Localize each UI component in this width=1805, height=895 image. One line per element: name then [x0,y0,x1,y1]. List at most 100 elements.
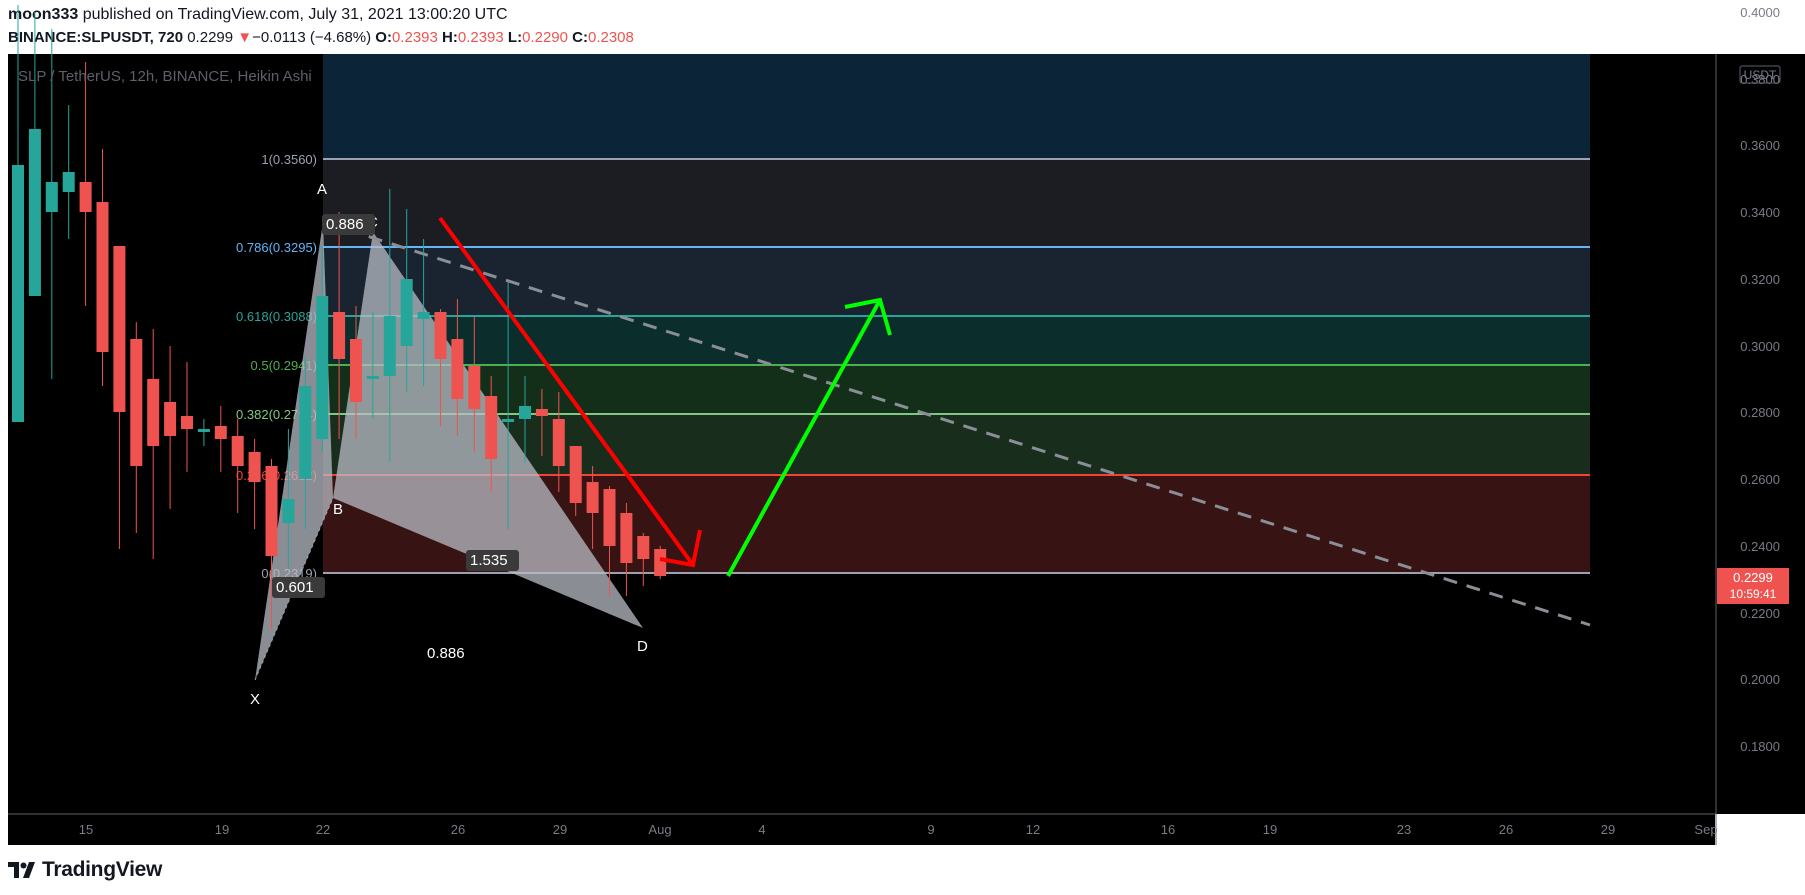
time-axis[interactable]: 15 19 22 26 29 Aug 4 9 12 16 19 23 26 29 Sep [8,813,1718,845]
candle-body [282,499,295,523]
candle-body [535,409,548,416]
candle-body [417,312,430,319]
time-tick-label: 16 [1161,822,1175,837]
trend-dashed-line [322,220,1591,627]
ratio-ab-label: 0.601 [276,579,314,596]
tradingview-logo-icon [8,862,35,878]
fib-zone [323,247,1590,316]
current-price-label-bg [1717,568,1789,604]
candle-body [485,396,498,459]
fib-zone-top [323,54,1590,159]
open-label: O: [375,29,392,46]
ratio-ab-label-bg [272,577,325,598]
candle-body [79,182,92,212]
low-value: 0.2290 [522,29,568,46]
point-a-label: A [317,181,327,198]
time-tick-label: 19 [215,822,229,837]
close-value: 0.2308 [587,29,634,46]
time-tick-label: 26 [1499,822,1513,837]
candle-body [569,446,582,503]
candle-body [45,182,58,212]
time-tick-label: Sep [1694,822,1717,837]
fib-level-label: 0.5(0.2941) [251,358,318,373]
candle-body [12,165,24,422]
point-x-label: X [250,691,260,708]
high-label: H: [442,29,458,46]
candle-body [451,339,464,399]
candle-body [434,312,447,359]
price-tick-label: 0.2200 [1740,606,1780,621]
candle-body [637,536,650,559]
price-tick-label: 0.4000 [1740,5,1780,20]
currency-badge-border [1739,65,1781,84]
price-tick-label: 0.3400 [1740,205,1780,220]
candle-body [96,202,109,352]
chart-title: SLP / TetherUS, 12h, BINANCE, Heikin Ash… [18,68,312,85]
price-axis[interactable]: 0.40000.38000.36000.34000.32000.30000.28… [1715,5,1805,845]
candle-body [130,339,143,466]
time-tick-label: Aug [648,822,671,837]
candle-body [333,312,346,359]
green-arrow-line [726,299,882,577]
price-tick-label: 0.3600 [1740,138,1780,153]
candle-body [552,419,565,466]
ratio-cd-label-bg [466,550,519,571]
candle-body [265,466,278,556]
time-tick-label: 26 [451,822,465,837]
candle-body [248,452,261,482]
price-chart[interactable]: 1(0.3560) 0.786(0.3295) 0.618(0.3088) 0.5(0… [0,0,1805,850]
fib-zone [323,414,1590,475]
candle-body [181,416,193,429]
currency-badge: USDT [1744,68,1777,82]
time-tick-label: 9 [927,822,934,837]
open-value: 0.2393 [391,29,438,46]
candle-body [62,172,75,192]
candle-body [231,436,244,466]
candle-body [164,402,177,436]
fib-level-label: 0.786(0.3295) [236,240,317,255]
candle-body [28,129,41,296]
time-tick-label: 12 [1026,822,1040,837]
green-arrowhead [844,297,892,336]
time-tick-label: 15 [79,822,93,837]
author-name[interactable]: moon333 [8,6,79,23]
candle-body [586,482,599,513]
publish-info: moon333 published on TradingView.com, Ju… [8,6,508,24]
published-text: published on TradingView.com, July 31, 2… [82,6,508,23]
time-tick-label: 29 [553,822,567,837]
candle-body [519,406,531,419]
price-tick-label: 0.3000 [1740,339,1780,354]
close-label: C: [572,29,588,46]
fib-zone [323,316,1590,365]
arrows [438,216,892,577]
candle-body [299,386,312,479]
price-tick-label: 0.2600 [1740,472,1780,487]
time-tick-label: 19 [1263,822,1277,837]
red-arrowhead [659,529,702,568]
candle-body [316,296,329,439]
tradingview-footer: TradingView [8,858,162,882]
candle-body [366,376,379,379]
low-label: L: [507,29,523,46]
candle-body [383,316,396,376]
point-d-label: D [637,638,648,655]
red-arrow-line [438,216,695,567]
countdown-label: 10:59:41 [1730,587,1777,601]
candle-body [350,339,362,402]
fib-level-label: 1(0.3560) [261,152,317,167]
ratio-bc-label-bg [322,214,375,235]
candle-body [113,246,126,412]
current-price-label: 0.2299 [1733,570,1773,585]
ratio-cd-label: 1.535 [470,552,508,569]
candle-body [654,549,667,576]
candle-body [197,429,210,432]
fib-level-label: 0.618(0.3088) [236,309,317,324]
time-tick-label: 29 [1601,822,1615,837]
candle-body [620,513,633,563]
ratio-bc-label: 0.886 [326,216,364,233]
fib-zone [323,159,1590,247]
candles [12,5,667,629]
candle-body [400,279,413,346]
candle-body [214,426,227,439]
